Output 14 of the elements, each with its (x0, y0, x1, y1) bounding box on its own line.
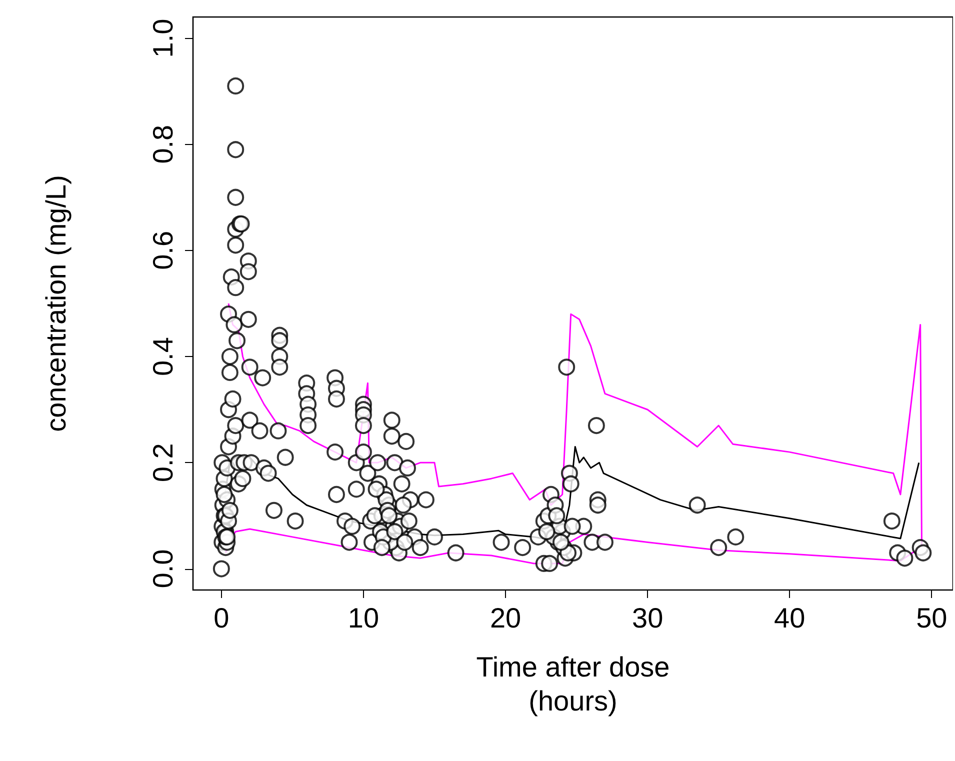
y-tick-label: 1.0 (148, 18, 178, 58)
y-tick-label: 0.0 (148, 549, 178, 588)
x-tick-label: 20 (490, 602, 522, 634)
x-tick-label: 30 (632, 602, 664, 634)
x-tick-label: 40 (774, 602, 806, 634)
x-tick-label: 50 (916, 602, 948, 634)
y-axis-title: concentration (mg/L) (40, 175, 72, 432)
y-tick-label: 0.6 (148, 230, 178, 270)
x-tick-label: 10 (348, 602, 380, 634)
x-tick-label: 0 (214, 602, 230, 634)
y-tick-label: 0.2 (148, 443, 178, 482)
x-axis-title: Time after dose (hours) (476, 652, 670, 716)
y-tick-label: 0.4 (148, 337, 178, 376)
y-tick-label: 0.8 (148, 124, 178, 164)
